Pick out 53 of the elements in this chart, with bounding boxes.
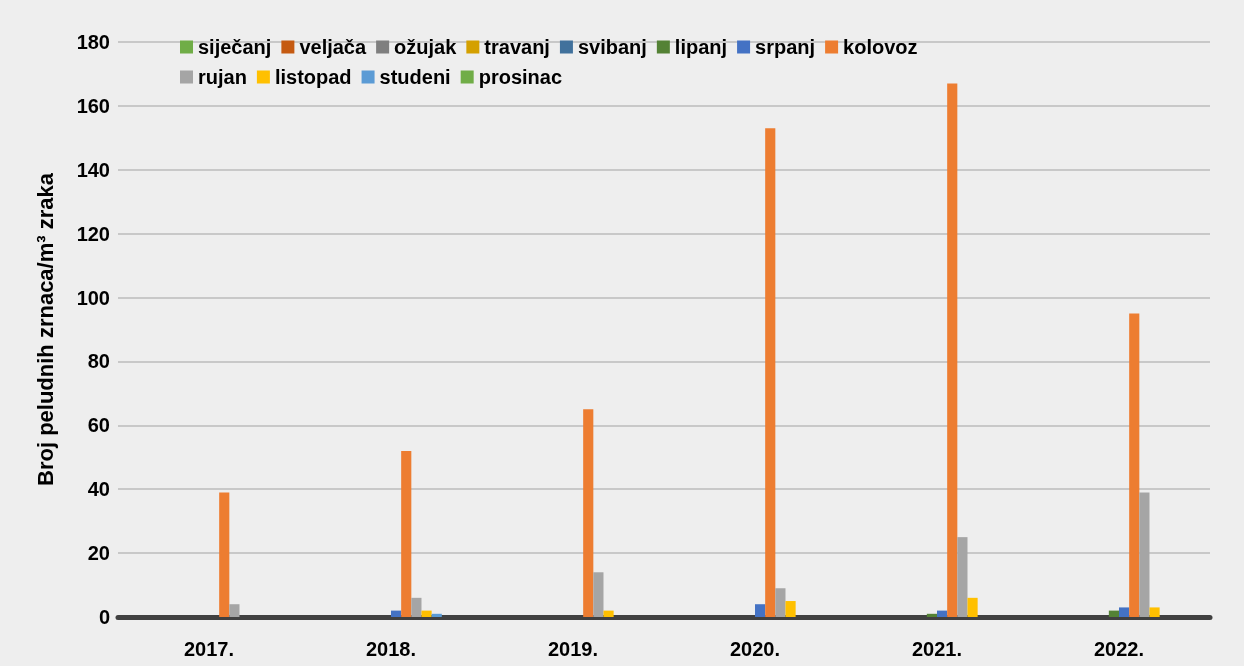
legend-label: studeni: [379, 66, 451, 88]
legend-label: travanj: [484, 36, 550, 58]
legend-label: svibanj: [577, 36, 647, 58]
legend-label: kolovoz: [843, 36, 918, 58]
bar: [926, 613, 937, 617]
bar: [603, 610, 614, 617]
bar: [1149, 607, 1160, 617]
legend-label: lipanj: [674, 36, 728, 58]
legend-label: ožujak: [394, 36, 458, 58]
x-tick-label: 2018.: [365, 638, 417, 660]
y-tick-label: 0: [98, 606, 110, 628]
x-tick-label: 2019.: [547, 638, 599, 660]
bar: [219, 492, 230, 617]
bar: [765, 128, 776, 617]
y-tick-label: 100: [76, 286, 110, 309]
legend-label: rujan: [198, 66, 247, 88]
y-tick-label: 40: [87, 478, 110, 501]
bar: [755, 604, 766, 617]
bar: [1108, 610, 1119, 617]
bar: [421, 610, 432, 617]
y-tick-label: 120: [76, 222, 110, 245]
bar: [1139, 492, 1150, 617]
bar: [401, 450, 412, 617]
y-tick-label: 180: [76, 31, 110, 53]
bar: [947, 83, 958, 617]
x-tick-label: 2017.: [183, 638, 235, 660]
legend-label: veljača: [299, 36, 367, 58]
legend-label: siječanj: [198, 36, 272, 58]
bar: [391, 610, 402, 617]
bar: [775, 588, 786, 617]
bar: [229, 604, 240, 617]
y-tick-label: 80: [87, 350, 110, 373]
bar: [967, 597, 978, 617]
y-tick-label: 160: [76, 94, 110, 117]
legend-label: listopad: [274, 66, 352, 88]
legend-label: prosinac: [478, 66, 563, 88]
bar: [1129, 313, 1140, 617]
bar: [957, 537, 968, 617]
bar: [937, 610, 948, 617]
bar: [785, 601, 796, 617]
x-tick-label: 2022.: [1093, 638, 1145, 660]
x-tick-label: 2021.: [911, 638, 963, 660]
bar: [431, 613, 442, 617]
y-tick-label: 20: [87, 542, 110, 565]
y-tick-label: 140: [76, 158, 110, 181]
x-tick-label: 2020.: [729, 638, 781, 660]
bar: [583, 409, 594, 617]
legend-label: srpanj: [755, 36, 816, 58]
y-axis-title: Broj peludnih zrnaca/m³ zraka: [32, 172, 58, 486]
y-tick-label: 60: [87, 414, 110, 437]
bar: [1119, 607, 1130, 617]
bar: [593, 572, 604, 617]
bar: [411, 597, 422, 617]
